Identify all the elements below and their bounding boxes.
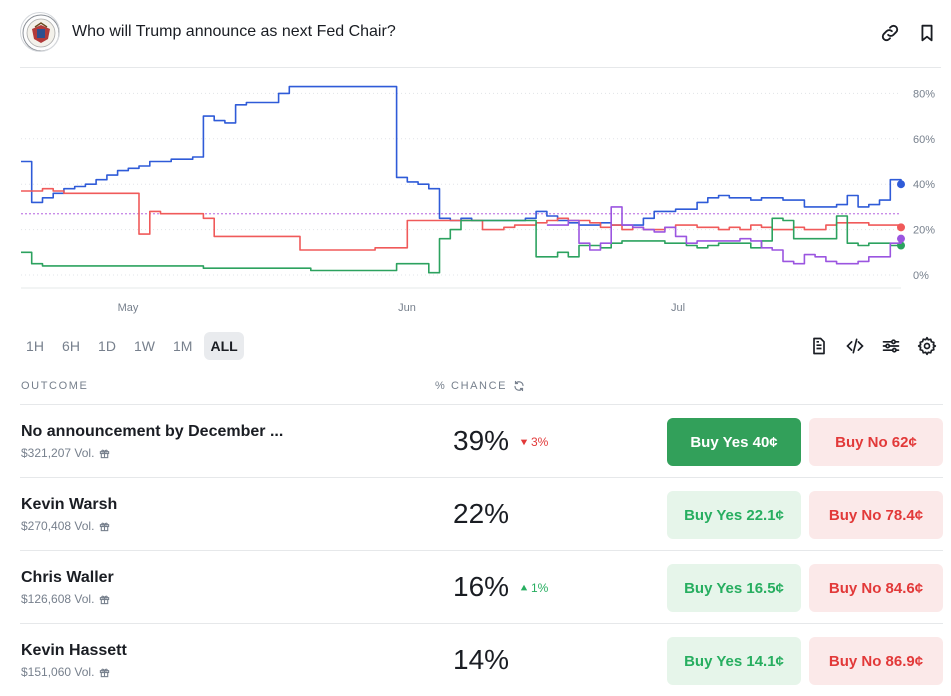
outcome-percent: 16% <box>453 571 510 602</box>
change-indicator: 1% <box>520 581 548 595</box>
chart-canvas: 80% 60% 40% 20% 0% May Jun Jul <box>21 85 935 314</box>
series-line-3 <box>546 206 902 265</box>
time-tab-all[interactable]: ALL <box>204 332 244 360</box>
buy-yes-button[interactable]: Buy Yes 40¢ <box>667 418 801 466</box>
outcome-volume: $270,408 Vol. <box>21 519 110 533</box>
gear-icon[interactable] <box>917 336 937 356</box>
time-range-tabs: 1H 6H 1D 1W 1M ALL <box>20 332 244 360</box>
time-tab-1m[interactable]: 1M <box>173 338 193 354</box>
outcome-percent: 22% <box>453 498 510 529</box>
x-tick-label: Jul <box>671 302 685 314</box>
series-line-2 <box>21 215 901 274</box>
time-tab-6h[interactable]: 6H <box>62 338 80 354</box>
arrow-down-icon <box>520 438 528 446</box>
x-tick-label: May <box>118 302 139 314</box>
outcome-header: OUTCOME <box>21 380 89 392</box>
outcome-name[interactable]: Kevin Hassett <box>21 642 127 659</box>
time-tab-1w[interactable]: 1W <box>134 338 155 354</box>
series-endpoint-1 <box>897 223 905 232</box>
document-icon[interactable] <box>809 336 829 356</box>
header-divider <box>20 67 941 68</box>
y-tick-label: 80% <box>913 88 935 100</box>
buy-no-button[interactable]: Buy No 86.9¢ <box>809 637 943 685</box>
volume-value: $126,608 Vol. <box>21 592 95 606</box>
outcome-percent: 39% <box>453 425 510 456</box>
outcome-volume: $126,608 Vol. <box>21 592 110 606</box>
outcome-row[interactable]: Kevin Warsh $270,408 Vol. 22% Buy Yes 22.1¢… <box>20 477 943 550</box>
price-chart[interactable]: 80% 60% 40% 20% 0% May Jun Jul <box>0 70 951 320</box>
outcome-row[interactable]: Chris Waller $126,608 Vol. 16% 1% Buy Yes 16… <box>20 550 943 623</box>
y-tick-label: 60% <box>913 134 935 146</box>
volume-value: $151,060 Vol. <box>21 665 95 679</box>
buy-no-button[interactable]: Buy No 84.6¢ <box>809 564 943 612</box>
x-tick-label: Jun <box>398 302 416 314</box>
outcome-volume: $151,060 Vol. <box>21 665 110 679</box>
link-icon[interactable] <box>879 22 901 44</box>
outcome-name[interactable]: Chris Waller <box>21 569 114 586</box>
time-tab-1h[interactable]: 1H <box>26 338 44 354</box>
gift-icon[interactable] <box>99 448 110 459</box>
gift-icon[interactable] <box>99 521 110 532</box>
bookmark-icon[interactable] <box>916 22 938 44</box>
time-tab-1d[interactable]: 1D <box>98 338 116 354</box>
buy-no-button[interactable]: Buy No 62¢ <box>809 418 943 466</box>
outcome-row[interactable]: Kevin Hassett $151,060 Vol. 14% Buy Yes 14.… <box>20 623 943 696</box>
market-header: Who will Trump announce as next Fed Chai… <box>20 12 941 54</box>
series-line-0 <box>21 85 902 226</box>
page-title: Who will Trump announce as next Fed Chai… <box>72 23 396 40</box>
volume-value: $321,207 Vol. <box>21 446 95 460</box>
arrow-up-icon <box>520 584 528 592</box>
sliders-icon[interactable] <box>881 336 901 356</box>
series-endpoint-0 <box>897 180 905 189</box>
change-value: 1% <box>531 581 549 595</box>
y-tick-label: 20% <box>913 225 935 237</box>
buy-yes-button[interactable]: Buy Yes 14.1¢ <box>667 637 801 685</box>
gift-icon[interactable] <box>99 594 110 605</box>
code-icon[interactable] <box>845 336 865 356</box>
outcome-percent: 14% <box>453 644 510 675</box>
buy-no-button[interactable]: Buy No 78.4¢ <box>809 491 943 539</box>
buy-yes-button[interactable]: Buy Yes 22.1¢ <box>667 491 801 539</box>
series-line-1 <box>21 187 902 251</box>
change-value: 3% <box>531 435 549 449</box>
outcome-name[interactable]: Kevin Warsh <box>21 496 118 513</box>
gift-icon[interactable] <box>99 667 110 678</box>
fed-seal-icon <box>20 12 60 52</box>
outcome-name[interactable]: No announcement by December ... <box>21 423 284 440</box>
outcome-volume: $321,207 Vol. <box>21 446 110 460</box>
change-indicator: 3% <box>520 435 548 449</box>
y-tick-label: 0% <box>913 270 929 282</box>
refresh-icon[interactable] <box>513 380 525 392</box>
volume-value: $270,408 Vol. <box>21 519 95 533</box>
outcome-row[interactable]: No announcement by December ... $321,207 … <box>20 404 943 477</box>
chance-header-label: % CHANCE <box>435 380 508 392</box>
chance-header: % CHANCE <box>435 380 525 392</box>
buy-yes-button[interactable]: Buy Yes 16.5¢ <box>667 564 801 612</box>
series-endpoint-3 <box>897 234 905 243</box>
y-tick-label: 40% <box>913 179 935 191</box>
